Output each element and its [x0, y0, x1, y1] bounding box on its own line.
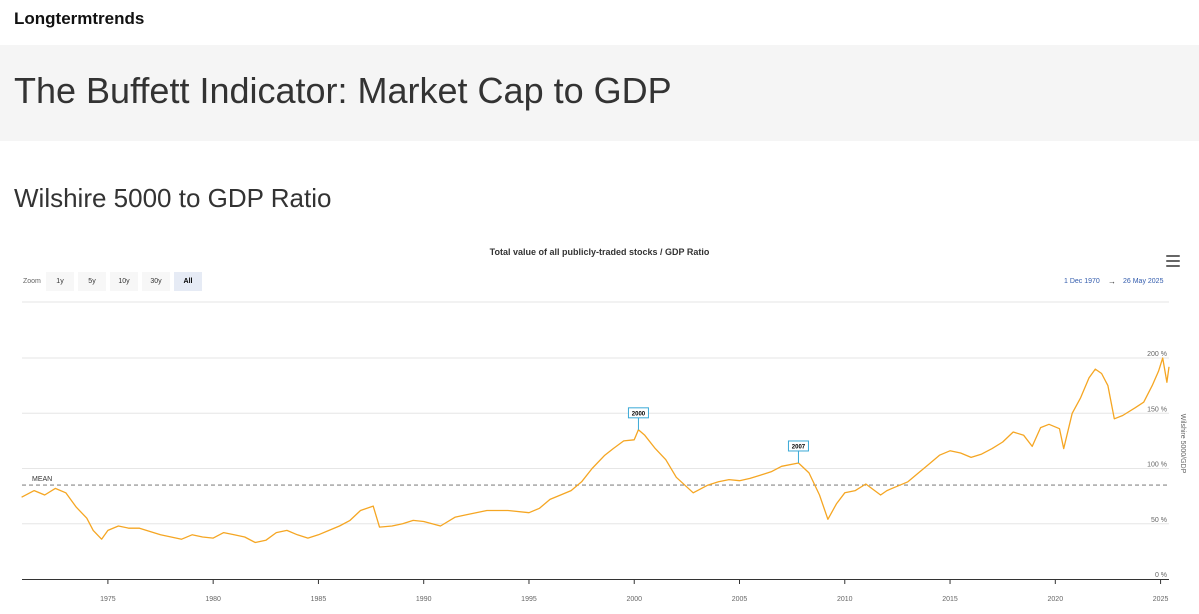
flag-box [627, 407, 649, 419]
page-title: The Buffett Indicator: Market Cap to GDP [14, 70, 672, 111]
range-to-input[interactable]: 26 May 2025 [1123, 278, 1164, 285]
x-tick-label: 1975 [100, 596, 116, 603]
chart-title: Total value of all publicly-traded stock… [489, 247, 710, 257]
y-tick-label: 200 % [1147, 351, 1167, 358]
site-logo[interactable]: Longtermtrends [14, 9, 145, 28]
x-tick-label: 2005 [732, 596, 748, 603]
flag-label: 2007 [792, 444, 806, 450]
page-header: The Buffett Indicator: Market Cap to GDP [0, 45, 1199, 141]
x-tick-label: 1985 [311, 596, 327, 603]
section-title: Wilshire 5000 to GDP Ratio [14, 183, 332, 213]
zoom-10y-button[interactable]: 10y [110, 272, 138, 291]
flag-label: 2000 [632, 411, 646, 417]
hamburger-icon[interactable] [1166, 255, 1180, 267]
y-axis-title: Wilshire 5000/GDP [1179, 414, 1186, 474]
x-tick-label: 2010 [837, 596, 853, 603]
y-tick-label: 0 % [1155, 572, 1167, 579]
zoom-30y-button[interactable]: 30y [142, 272, 170, 291]
zoom-all-button[interactable]: All [174, 272, 202, 291]
zoom-label: Zoom [23, 278, 41, 285]
range-arrow: → [1108, 277, 1116, 286]
x-tick-label: 2000 [626, 596, 642, 603]
top-bar: Longtermtrends [0, 0, 1199, 44]
x-tick-label: 2025 [1153, 596, 1169, 603]
zoom-1y-button[interactable]: 1y [46, 272, 74, 291]
x-tick-label: 1995 [521, 596, 537, 603]
mean-label: MEAN [32, 476, 52, 483]
series-line [21, 357, 1170, 544]
x-tick-label: 1980 [205, 596, 221, 603]
flag-box [787, 440, 809, 452]
zoom-5y-button[interactable]: 5y [78, 272, 106, 291]
chart-container: 0 % 50 % 100 % 150 % 200 % 1975 1980 1985 1990 19… [0, 236, 1199, 614]
chart-plot: 0 % 50 % 100 % 150 % 200 % 1975 1980 1985 1990 19… [21, 301, 1186, 603]
x-tick-label: 1990 [416, 596, 432, 603]
y-tick-label: 150 % [1147, 406, 1167, 413]
y-tick-label: 100 % [1147, 462, 1167, 469]
x-tick-label: 2020 [1048, 596, 1064, 603]
x-tick-label: 2015 [942, 596, 958, 603]
range-from-input[interactable]: 1 Dec 1970 [1064, 278, 1100, 285]
zoom-buttons: 1y 5y 10y 30y All [46, 272, 202, 291]
y-tick-label: 50 % [1151, 517, 1167, 524]
